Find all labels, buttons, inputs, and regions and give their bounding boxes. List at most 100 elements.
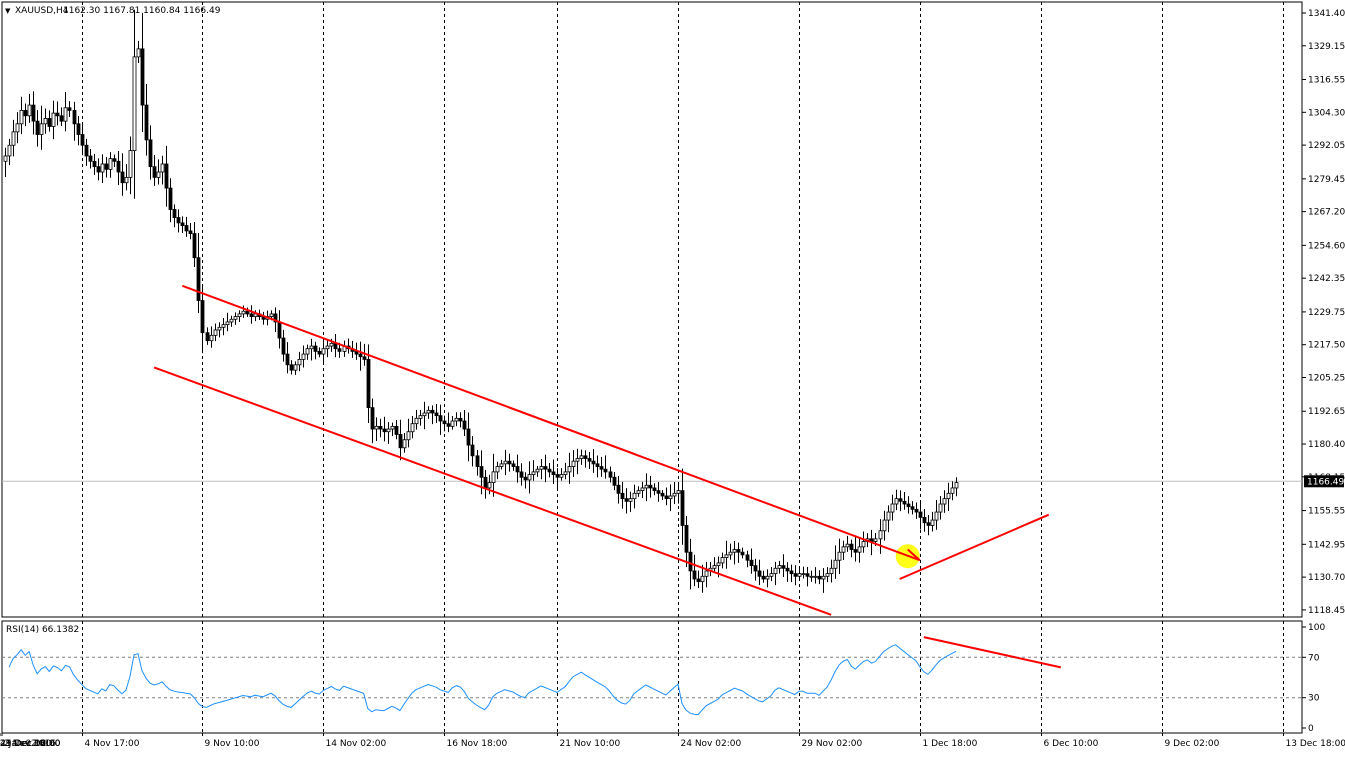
candle [181,216,184,233]
time-tick-label: 4 Nov 17:00 [85,739,140,749]
candle-body-bear [314,346,317,351]
candle [750,549,753,574]
candle [230,316,233,327]
candle-body-bull [28,105,31,116]
candle [673,482,676,504]
candle [451,416,454,430]
candle [387,422,390,444]
candle-body-bear [459,418,462,421]
candle-body-bull [939,504,942,512]
candle [729,544,732,560]
candle [193,222,196,267]
candle-body-bull [4,156,7,161]
candle [899,490,902,511]
candle [137,41,140,63]
candle [770,567,773,581]
candle-body-bull [322,349,325,354]
candle-body-bull [238,314,241,317]
candle [52,101,55,139]
candle-body-bull [733,550,736,553]
time-tick-label: 24 Nov 02:00 [681,739,742,749]
trendlines[interactable] [154,286,1049,615]
candle-body-bear [899,499,902,502]
price-tick-label: 1180.40 [1308,440,1345,450]
candle [649,476,652,498]
candle-body-bull [222,325,225,328]
candle-body-bull [230,319,233,322]
candle-body-bear [379,426,382,429]
candle [129,136,132,194]
time-tick-label: 4 Jan 02:00 [0,739,52,749]
candle-body-bull [310,346,313,349]
price-axis[interactable]: 1341.401329.151316.551304.301292.051279.… [1302,9,1345,616]
candle [903,492,906,510]
time-tick-label: 29 Nov 02:00 [802,739,863,749]
candle [500,460,503,470]
candle [758,560,761,585]
candle [951,481,954,500]
candle [794,565,797,585]
candle [153,155,156,186]
candle-body-bear [463,421,466,429]
time-tick-label: 6 Dec 10:00 [1044,739,1099,749]
candle [56,101,59,125]
candle-body-bull [637,491,640,494]
candle-body-bull [540,467,543,470]
candle-body-bull [528,475,531,480]
candle [157,159,160,184]
candle-body-bear [173,209,176,217]
candle-body-bull [306,349,309,354]
candle [298,352,301,371]
candle-body-bear [117,161,120,172]
candle [524,472,527,488]
candle-body-bull [641,488,644,491]
candle-body-bull [770,574,773,577]
candle-body-bear [737,550,740,553]
candle-body-bear [383,429,386,432]
candle [709,562,712,576]
candle [826,567,829,582]
candle-body-bull [951,488,954,493]
candle-body-bull [572,461,575,466]
price-tick-label: 1304.30 [1308,108,1345,118]
candle [548,463,551,477]
candle-body-bear [201,301,204,333]
candle-body-bull [536,469,539,472]
candle-body-bull [705,571,708,576]
candle [580,450,583,465]
candle [125,164,128,190]
candle-body-bear [520,472,523,477]
candle [754,559,757,581]
candle [806,567,809,586]
candle-body-bear [153,167,156,178]
chart-menu-icon[interactable]: ▼ [5,7,11,15]
candle [77,116,80,145]
candle-body-bear [649,485,652,488]
candle-body-bull [560,475,563,478]
candle-body-bull [375,426,378,429]
candle-body-bull [725,555,728,558]
candle-body-bear [363,357,366,360]
candle-body-bull [488,483,491,488]
candle-body-bull [298,359,301,364]
candle-body-bull [895,499,898,504]
candle-body-bear [32,105,35,121]
price-tick-label: 1254.60 [1308,241,1345,251]
candle-body-bull [943,499,946,504]
candle [621,482,624,509]
candle-body-bear [141,49,144,105]
candle [113,155,116,167]
rsi-line [9,645,956,715]
candle [782,554,785,577]
candle-body-bear [685,525,688,552]
candle-body-bull [125,177,128,182]
candle-body-bull [774,568,777,573]
candles[interactable] [4,10,958,593]
candle [318,347,321,357]
candle-body-bull [834,560,837,568]
candle-body-bear [584,456,587,459]
candle-body-bear [399,434,402,447]
